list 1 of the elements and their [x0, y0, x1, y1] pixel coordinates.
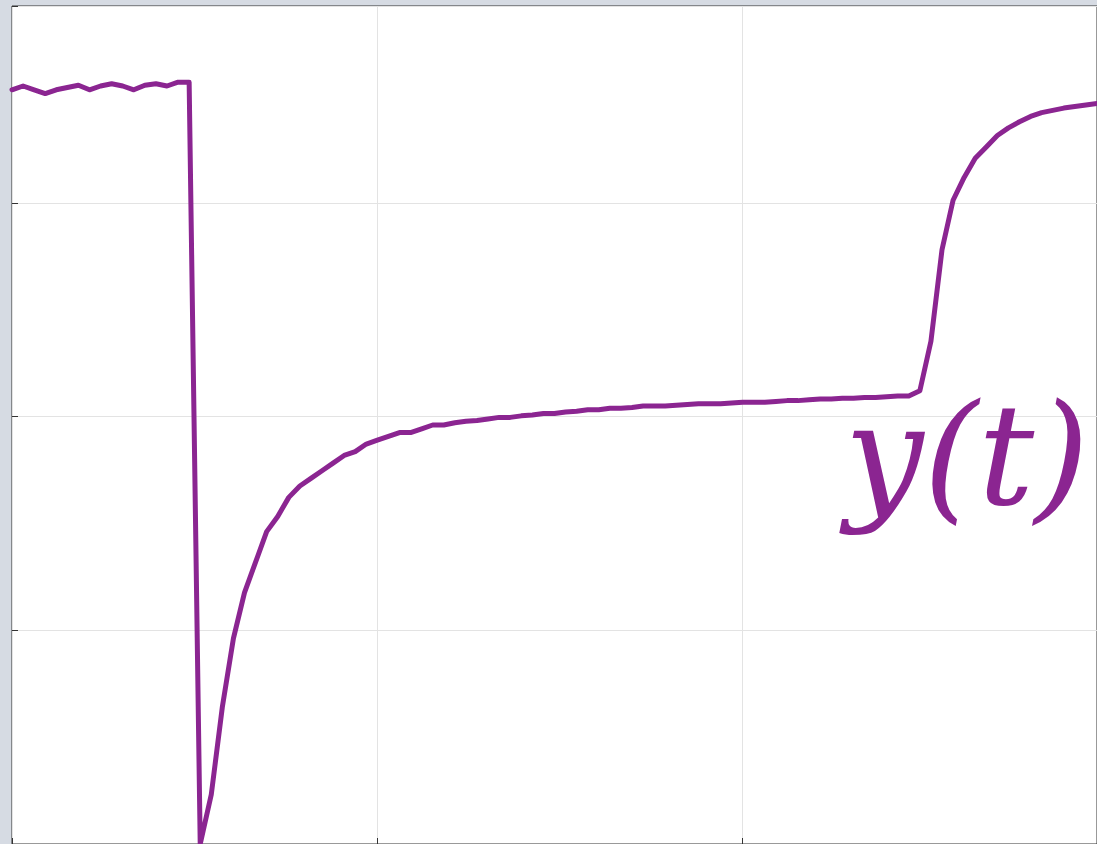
annotation: y(t): [838, 373, 1089, 537]
